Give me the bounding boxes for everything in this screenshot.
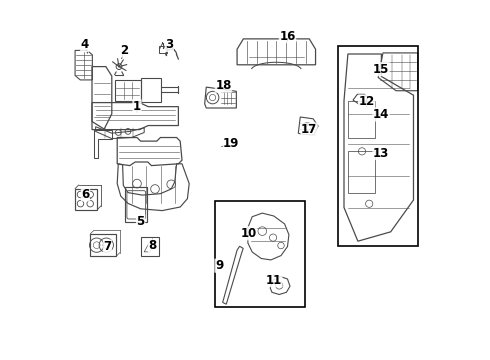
Text: 11: 11 xyxy=(266,274,282,287)
Text: 10: 10 xyxy=(241,227,257,240)
Bar xyxy=(216,201,305,307)
Text: 5: 5 xyxy=(137,215,145,228)
Text: 6: 6 xyxy=(81,188,90,201)
Bar xyxy=(75,189,98,210)
Text: 4: 4 xyxy=(81,39,89,51)
Text: 1: 1 xyxy=(133,100,141,113)
Text: 16: 16 xyxy=(279,30,295,42)
Text: 2: 2 xyxy=(121,44,128,57)
Bar xyxy=(159,46,167,53)
Text: 13: 13 xyxy=(373,147,389,159)
Text: 15: 15 xyxy=(373,63,389,76)
Text: 7: 7 xyxy=(103,240,112,253)
Bar xyxy=(347,101,375,138)
Text: 19: 19 xyxy=(223,137,240,150)
Bar xyxy=(141,78,162,102)
Text: 17: 17 xyxy=(301,123,317,136)
Bar xyxy=(338,46,418,246)
Bar xyxy=(90,234,116,256)
Text: 12: 12 xyxy=(359,95,375,108)
Text: 14: 14 xyxy=(373,108,389,121)
Bar xyxy=(141,237,159,256)
Text: 18: 18 xyxy=(215,79,232,92)
Bar xyxy=(125,187,147,222)
Text: 8: 8 xyxy=(148,239,157,252)
Text: 3: 3 xyxy=(165,39,173,51)
Bar xyxy=(115,80,141,101)
Bar xyxy=(347,151,375,193)
Text: 9: 9 xyxy=(215,259,223,272)
